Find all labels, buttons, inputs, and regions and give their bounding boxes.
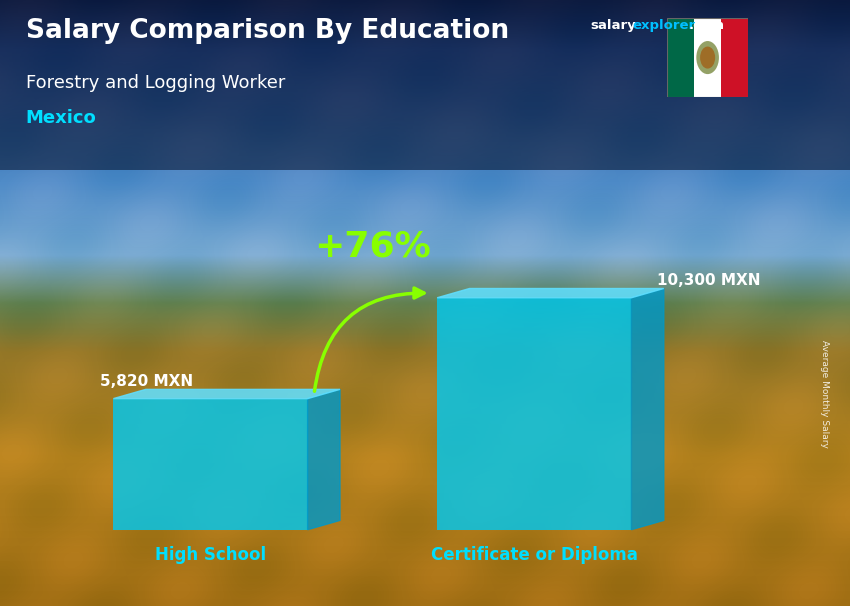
Polygon shape (113, 390, 340, 399)
Text: Certificate or Diploma: Certificate or Diploma (431, 546, 638, 564)
Text: Salary Comparison By Education: Salary Comparison By Education (26, 18, 508, 44)
Circle shape (696, 41, 719, 74)
Polygon shape (632, 288, 664, 530)
Text: explorer: explorer (632, 19, 695, 32)
Text: Forestry and Logging Worker: Forestry and Logging Worker (26, 74, 285, 92)
Bar (667, 18, 694, 97)
Polygon shape (308, 390, 340, 530)
Bar (721, 18, 748, 97)
Bar (437, 298, 632, 530)
Text: 5,820 MXN: 5,820 MXN (100, 375, 194, 390)
Text: 10,300 MXN: 10,300 MXN (657, 273, 761, 288)
Circle shape (700, 47, 715, 68)
Text: .com: .com (688, 19, 724, 32)
Bar (0, 0, 850, 170)
Polygon shape (437, 288, 664, 298)
Text: +76%: +76% (314, 230, 431, 264)
Text: Average Monthly Salary: Average Monthly Salary (819, 340, 829, 448)
Text: salary: salary (591, 19, 637, 32)
Bar (113, 399, 308, 530)
Text: High School: High School (155, 546, 266, 564)
Text: Mexico: Mexico (26, 109, 96, 127)
Bar (694, 18, 721, 97)
